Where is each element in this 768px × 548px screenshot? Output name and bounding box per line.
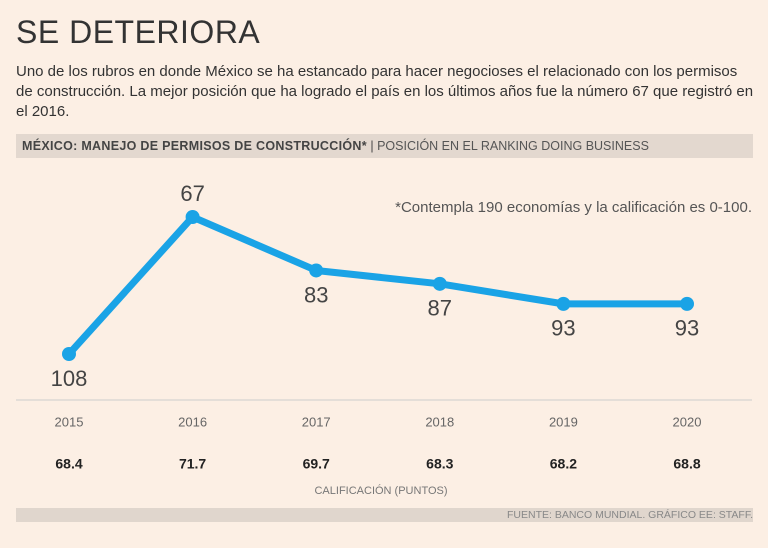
score: 68.4 [55,456,82,472]
x-tick-label: 2020 [673,414,702,429]
chart-header: MÉXICO: MANEJO DE PERMISOS DE CONSTRUCCI… [16,134,753,158]
data-label: 108 [51,366,88,391]
point [556,296,571,311]
x-tick-label: 2016 [178,414,207,429]
subtitle: Uno de los rubros en donde México se ha … [16,63,754,120]
data-label: 83 [304,282,328,307]
x-tick-label: 2015 [55,414,84,429]
data-label: 67 [180,181,204,206]
data-label: 87 [428,296,452,321]
point [680,296,694,311]
score: 69.7 [303,456,330,472]
chart-title: MÉXICO: MANEJO DE PERMISOS DE CONSTRUCCI… [22,139,367,153]
chart-subtitle: POSICIÓN EN EL RANKING DOING BUSINESS [377,139,649,153]
point [309,263,324,278]
score: 68.2 [550,456,577,472]
score: 68.3 [426,456,453,472]
x-tick-label: 2018 [425,414,454,429]
point [185,210,200,224]
score: 68.8 [673,456,700,472]
data-label: 93 [675,316,699,341]
annotation: *Contempla 190 economías y la calificaci… [395,199,752,216]
separator: | [366,139,378,153]
data-label: 93 [551,316,575,341]
line [66,213,687,357]
title: SE DETERIORA [16,14,261,50]
x-tick-label: 2017 [302,414,331,429]
score-label: CALIFICACIÓN (PUNTOS) [314,484,447,497]
source: FUENTE: BANCO MUNDIAL. GRÁFICO EE: STAFF… [16,508,753,522]
point [62,347,76,361]
score: 71.7 [179,456,206,472]
point [432,276,447,291]
x-tick-label: 2019 [549,414,578,429]
